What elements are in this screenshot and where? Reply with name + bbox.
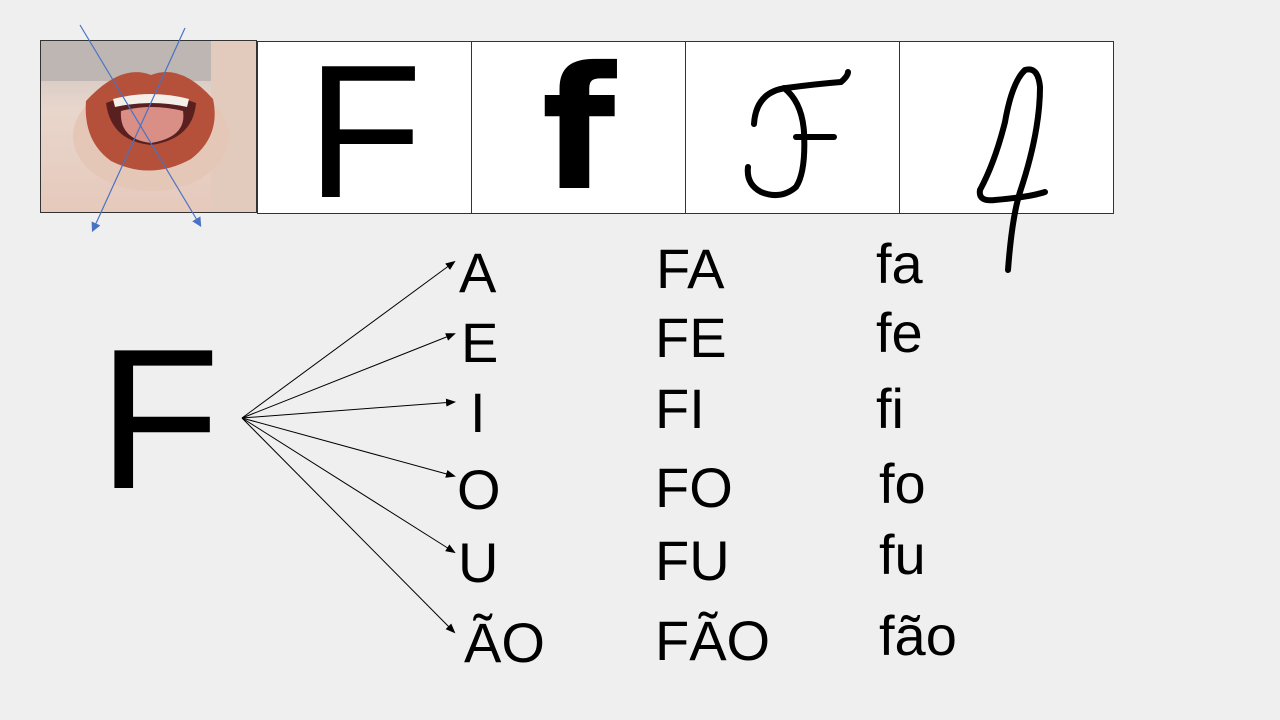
arrow-to-u (241, 417, 456, 554)
syllable-lower-fao: fão (879, 604, 957, 667)
syllable-lower-fe: fe (876, 301, 923, 364)
syllable-upper-fi: FI (655, 377, 705, 440)
print-uppercase-letter: F (306, 25, 423, 238)
vowel-i: I (470, 381, 486, 444)
arrow-to-a (241, 260, 456, 419)
open-mouth-tongue-icon (41, 41, 256, 212)
syllable-lower-fa: fa (876, 232, 923, 295)
cursive-capital-f-icon (744, 69, 851, 199)
syllable-upper-fu: FU (655, 529, 730, 592)
vowel-a: A (459, 241, 497, 304)
arrow-to-o (241, 417, 456, 478)
cell-print-uppercase: F (257, 37, 472, 227)
cell-cursive-lowercase (899, 41, 1114, 273)
vowel-u: U (458, 531, 499, 594)
arrow-to-e (241, 333, 456, 419)
consonant-letter: F (98, 308, 221, 531)
syllable-upper-fo: FO (655, 456, 733, 519)
syllable-upper-fao: FÃO (655, 609, 771, 672)
syllable-lower-fu: fu (879, 523, 926, 586)
vowel-o: O (457, 458, 501, 521)
arrow-to-ao (241, 417, 456, 634)
arrow-to-i (241, 398, 456, 419)
syllable-upper-fa: FA (656, 237, 725, 300)
cell-cursive-uppercase (685, 41, 900, 214)
vowel-ao: ÃO (464, 611, 545, 674)
letter-forms-row: F f (257, 30, 1114, 273)
syllable-lower-fo: fo (879, 452, 926, 515)
cursive-lower-f-icon (976, 66, 1048, 273)
cell-print-lowercase: f (471, 30, 686, 229)
print-lowercase-letter: f (541, 30, 616, 229)
syllable-upper-fe: FE (655, 306, 727, 369)
syllable-lower-fi: fi (876, 377, 904, 440)
mouth-photo (40, 40, 257, 213)
vowel-e: E (461, 311, 499, 374)
